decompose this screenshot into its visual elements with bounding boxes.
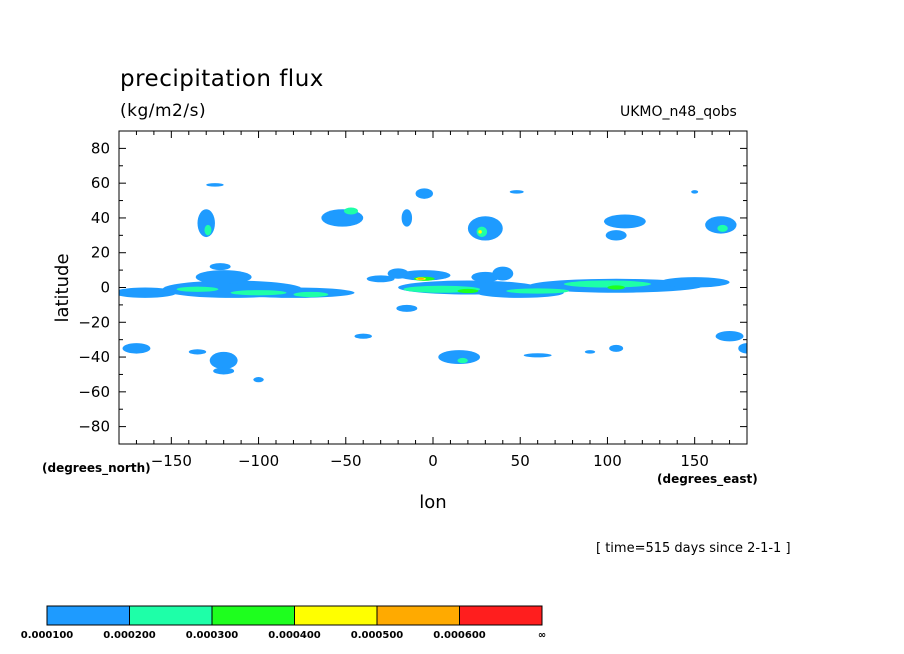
x-tick-label: −50: [330, 452, 362, 470]
colorbar-swatch: [459, 605, 543, 626]
colorbar-swatch: [129, 605, 213, 626]
contour-region: [415, 188, 433, 199]
contour-region: [478, 230, 482, 234]
contour-region: [506, 288, 570, 294]
y-tick-label: −80: [78, 418, 110, 436]
contour-region: [715, 330, 744, 342]
contour-region: [195, 270, 252, 285]
contour-region: [209, 263, 231, 271]
contour-region: [122, 343, 151, 354]
contour-region: [691, 190, 699, 194]
colorbar: 0.000100 0.000200 0.000300 0.000400 0.000500…: [21, 605, 546, 641]
y-tick-label: −40: [78, 348, 110, 366]
contour-region: [398, 270, 451, 281]
contour-region: [204, 224, 212, 236]
contour-region: [253, 377, 264, 383]
contour-region: [717, 224, 728, 232]
contour-region: [401, 209, 413, 227]
colorbar-swatch: [46, 605, 130, 626]
y-tick-label: 20: [91, 244, 110, 262]
y-tick-label: 60: [91, 174, 110, 192]
y-tick-label: −60: [78, 383, 110, 401]
contour-region: [563, 280, 652, 288]
contour-region: [366, 275, 395, 283]
contour-region: [213, 367, 235, 375]
contour-region: [344, 207, 358, 215]
contour-region: [476, 226, 488, 238]
contour-region: [354, 333, 372, 339]
colorbar-label: 0.000400: [268, 630, 321, 641]
x-axis-title: lon: [419, 492, 446, 513]
contour-region: [230, 290, 287, 296]
contour-region: [471, 271, 500, 283]
colorbar-label: 0.000200: [103, 630, 156, 641]
contour-region: [584, 350, 596, 354]
contour-region: [188, 349, 207, 355]
contour-region: [209, 351, 238, 370]
y-unit-label: (degrees_north): [42, 461, 151, 476]
contour-region: [605, 230, 627, 241]
contour-region: [659, 277, 730, 288]
contour-region: [119, 287, 177, 298]
colorbar-swatch: [211, 605, 295, 626]
y-tick-label: −20: [78, 313, 110, 331]
contour-region: [738, 343, 747, 354]
colorbar-label: 0.000500: [351, 630, 404, 641]
contour-region: [206, 183, 224, 187]
colorbar-label: ∞: [538, 630, 546, 641]
contour-region: [705, 216, 737, 234]
contour-region: [438, 350, 481, 365]
axis-tick-labels: −150 −100 −50 0 50 100 150 −80 −60 −40 −20 0 20 40 60 8…: [78, 139, 709, 470]
colorbar-swatch: [294, 605, 378, 626]
x-tick-label: 100: [593, 452, 622, 470]
contour-region: [387, 268, 409, 279]
contour-region: [457, 357, 468, 364]
contour-region: [492, 266, 514, 281]
contour-region: [293, 291, 329, 298]
x-unit-label: (degrees_east): [657, 472, 758, 487]
colorbar-label: 0.000300: [186, 630, 239, 641]
contour-region: [523, 353, 552, 358]
y-tick-label: 40: [91, 209, 110, 227]
source-label: UKMO_n48_qobs: [620, 104, 737, 120]
colorbar-label: 0.000600: [433, 630, 486, 641]
y-tick-label: 80: [91, 139, 110, 157]
chart-title: precipitation flux: [120, 66, 324, 92]
axis-ticks: [119, 130, 747, 445]
y-axis-title: latitude: [52, 253, 73, 322]
contour-regions: [119, 183, 747, 383]
contour-region: [509, 190, 524, 194]
contour-region: [609, 344, 624, 352]
time-label: [ time=515 days since 2-1-1 ]: [596, 541, 791, 556]
colorbar-swatch: [376, 605, 460, 626]
colorbar-label: 0.000100: [21, 630, 74, 641]
chart-units: (kg/m2/s): [120, 101, 207, 121]
contour-region: [417, 277, 425, 280]
x-tick-label: 150: [680, 452, 709, 470]
x-tick-label: 50: [511, 452, 530, 470]
contour-region: [396, 304, 418, 312]
contour-region: [607, 285, 625, 290]
y-tick-label: 0: [100, 279, 110, 297]
contour-region: [176, 286, 219, 292]
x-tick-label: −150: [151, 452, 192, 470]
contour-region: [457, 288, 479, 294]
contour-region: [603, 214, 646, 229]
x-tick-label: −100: [238, 452, 279, 470]
x-tick-label: 0: [428, 452, 438, 470]
